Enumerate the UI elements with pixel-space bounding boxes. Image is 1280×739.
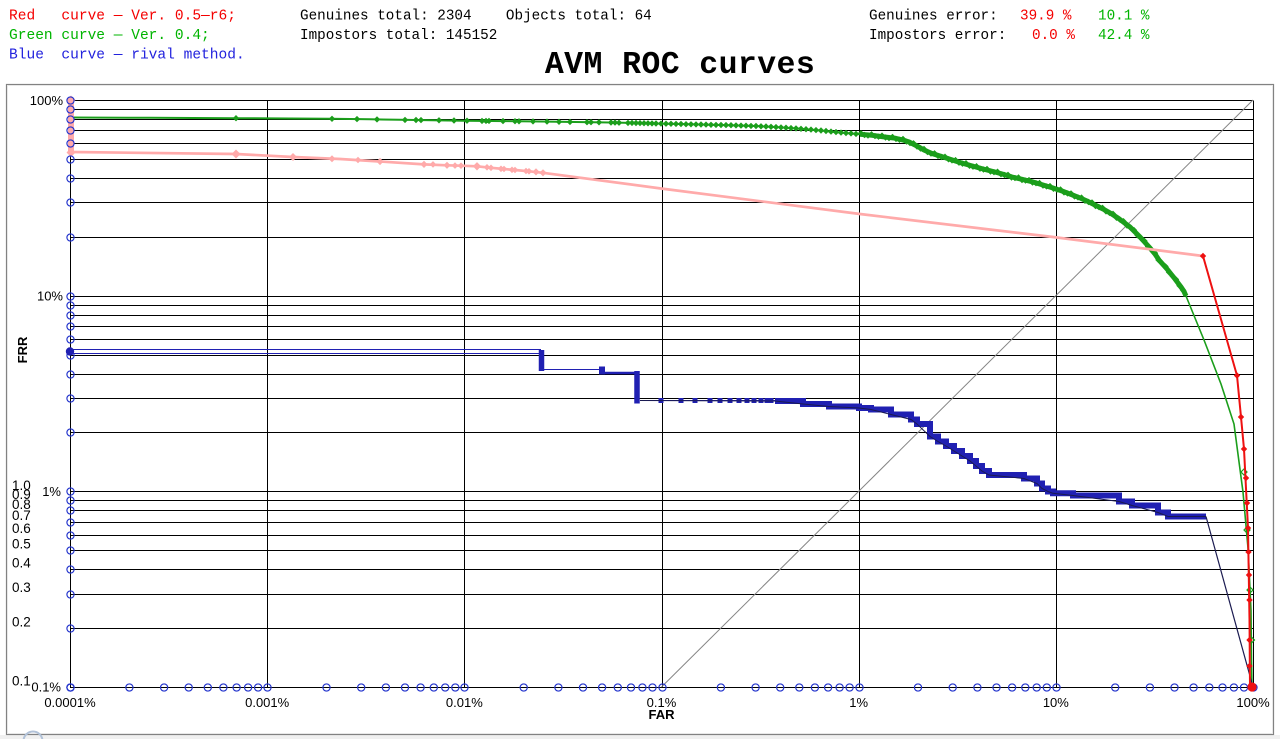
svg-text:0.5: 0.5 bbox=[12, 537, 31, 552]
svg-text:0.0 %: 0.0 % bbox=[1032, 28, 1075, 44]
svg-text:0.1: 0.1 bbox=[12, 674, 31, 689]
svg-text:Genuines error:: Genuines error: bbox=[869, 9, 998, 25]
svg-text:0.1%: 0.1% bbox=[647, 695, 677, 710]
svg-text:0.01%: 0.01% bbox=[446, 695, 483, 710]
svg-text:AVM ROC curves: AVM ROC curves bbox=[545, 48, 815, 83]
svg-text:10%: 10% bbox=[1043, 695, 1069, 710]
svg-text:0.8: 0.8 bbox=[12, 497, 31, 512]
svg-text:10.1 %: 10.1 % bbox=[1098, 9, 1150, 25]
svg-text:1%: 1% bbox=[849, 695, 868, 710]
svg-text:0.001%: 0.001% bbox=[245, 695, 290, 710]
svg-text:0.6: 0.6 bbox=[12, 521, 31, 536]
svg-text:0.1%: 0.1% bbox=[31, 680, 61, 695]
svg-text:Impostors error:: Impostors error: bbox=[869, 28, 1006, 44]
svg-text:10%: 10% bbox=[37, 289, 63, 304]
svg-text:0.2: 0.2 bbox=[12, 615, 31, 630]
svg-text:1.0: 1.0 bbox=[12, 478, 31, 493]
svg-text:Red curve — Ver. 0.5—r6;: Red curve — Ver. 0.5—r6; bbox=[9, 9, 236, 25]
svg-text:0.7: 0.7 bbox=[12, 508, 31, 523]
svg-text:100%: 100% bbox=[30, 93, 64, 108]
svg-text:FAR: FAR bbox=[649, 707, 676, 722]
svg-text:39.9 %: 39.9 % bbox=[1020, 9, 1072, 25]
svg-text:Impostors total: 145152: Impostors total: 145152 bbox=[300, 28, 497, 44]
svg-text:1%: 1% bbox=[42, 484, 61, 499]
svg-text:0.9: 0.9 bbox=[12, 487, 31, 502]
svg-text:Green curve — Ver. 0.4;: Green curve — Ver. 0.4; bbox=[9, 28, 210, 44]
svg-text:42.4 %: 42.4 % bbox=[1098, 28, 1150, 44]
svg-text:Genuines total: 2304 Object: Genuines total: 2304 Objects total: 64 bbox=[300, 9, 652, 25]
svg-text:FRR: FRR bbox=[15, 336, 30, 363]
svg-text:0.4: 0.4 bbox=[12, 556, 31, 571]
svg-text:Blue curve — rival method.: Blue curve — rival method. bbox=[9, 48, 245, 64]
svg-text:0.3: 0.3 bbox=[12, 580, 31, 595]
svg-text:0.0001%: 0.0001% bbox=[44, 695, 96, 710]
svg-text:100%: 100% bbox=[1236, 695, 1270, 710]
